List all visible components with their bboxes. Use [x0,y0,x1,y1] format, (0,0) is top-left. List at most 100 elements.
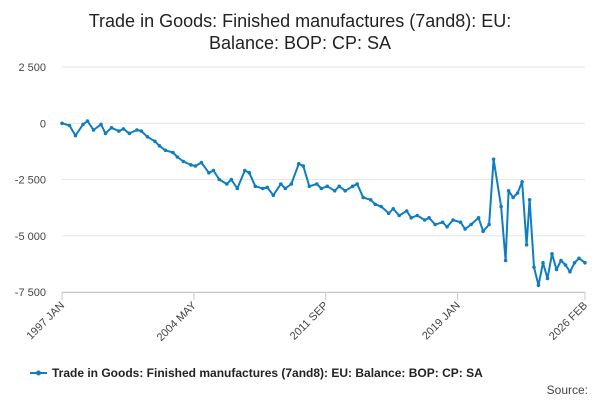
x-tick-label: 2004 MAY [155,299,200,344]
data-point [550,252,554,256]
data-point [515,191,520,195]
data-point [520,180,524,184]
data-point [127,131,132,136]
data-point [67,123,72,128]
x-tick-label: 2019 JAN [420,300,463,343]
y-tick-label: -2 500 [15,175,46,187]
data-point [297,162,301,166]
data-point [361,195,366,200]
data-point [145,135,150,139]
data-point [135,128,139,132]
legend: Trade in Goods: Finished manufactures (7… [30,366,483,380]
data-point [404,209,409,213]
y-tick-label: -7 500 [15,287,46,299]
x-tick-label: 2026 FEB [547,300,590,343]
data-point [60,121,64,126]
data-point [541,261,545,265]
data-point [583,261,587,265]
data-point [559,258,563,263]
data-point [458,220,463,225]
data-point [117,129,121,133]
data-point [391,207,396,211]
data-point [289,182,294,186]
data-point [283,186,288,191]
data-point [199,160,204,165]
data-point [73,133,78,138]
data-point [175,155,180,159]
data-point [554,267,559,272]
legend-label: Trade in Goods: Finished manufactures (7… [52,366,483,380]
series-layer [60,119,587,288]
data-point [85,119,90,123]
data-point [91,128,96,132]
data-point [343,189,348,193]
data-point [211,168,216,173]
data-point [109,126,114,130]
data-point [440,220,445,225]
x-tick-label: 1997 JAN [24,300,67,343]
data-point [433,222,437,227]
data-point [536,283,541,288]
y-tick-label: -5 000 [15,231,46,243]
data-point [229,177,234,182]
data-point [163,148,168,153]
data-point [217,177,222,182]
data-point [235,186,240,191]
x-axis: 1997 JAN 2004 MAY 2011 SEP 2019 JAN 2026 FEB [24,292,590,344]
data-point [350,184,355,189]
data-point [422,218,427,222]
data-point [243,168,247,173]
y-tick-label: 0 [40,118,46,130]
legend-marker [36,370,41,376]
data-point [253,184,258,189]
data-point [476,216,481,220]
data-point [379,204,384,209]
y-axis: 2 500 0 -2 500 -5 000 -7 500 [15,62,46,299]
data-point [207,171,211,175]
data-point [577,256,581,261]
data-point [225,182,229,186]
data-point [193,164,198,168]
data-point [527,198,532,202]
data-point [139,129,144,133]
data-point [181,159,186,164]
data-point [315,182,319,186]
data-point [271,193,276,198]
data-point [415,213,420,218]
y-tick-label: 2 500 [18,62,46,74]
data-point [563,263,568,267]
data-point [469,222,473,227]
data-point [157,144,162,148]
data-point [532,265,536,270]
data-point [171,150,175,155]
chart-title-line-1: Trade in Goods: Finished manufactures (7… [89,11,512,31]
data-point [153,139,157,144]
data-point [386,211,391,216]
data-point [121,127,126,131]
data-point [491,157,496,162]
data-point [524,243,529,247]
data-point [265,185,270,190]
source-label: Source: [547,383,588,397]
data-point [545,276,550,281]
data-point [325,184,330,189]
data-point [261,186,265,191]
data-point [409,216,414,220]
data-point [572,261,577,265]
data-point [189,163,193,167]
data-point [332,189,337,193]
data-point [103,131,108,136]
data-point [568,270,572,274]
data-point [99,122,103,127]
data-point [506,189,511,193]
data-point [397,213,402,218]
chart-title-line-2: Balance: BOP: CP: SA [209,33,391,53]
data-point [511,195,515,200]
data-point [445,225,449,229]
data-point [319,186,324,191]
data-point [81,122,85,127]
data-point [503,258,508,263]
data-point [337,184,342,189]
data-point [301,164,306,168]
